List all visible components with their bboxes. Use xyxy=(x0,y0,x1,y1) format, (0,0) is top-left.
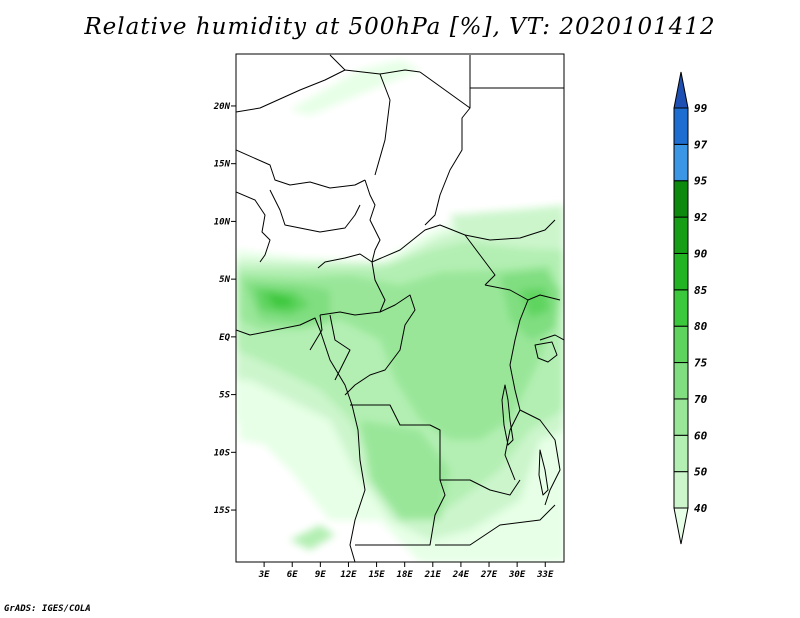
humidity-region-sw-blob xyxy=(290,525,335,550)
lake-tanganyika xyxy=(501,384,514,446)
lat-label: 10N xyxy=(214,217,231,227)
border-north-6 xyxy=(424,107,471,226)
border-south xyxy=(435,504,556,546)
colorbar-bin xyxy=(673,289,689,327)
colorbar-bin xyxy=(673,107,689,145)
lat-label: EQ xyxy=(219,333,230,343)
colorbar-bin xyxy=(673,216,689,254)
coast-west xyxy=(236,317,366,562)
lon-label: 18E xyxy=(397,570,414,580)
border-north-2 xyxy=(329,54,346,71)
border-west-1 xyxy=(236,149,366,189)
longitude-axis: 3E 6E 9E 12E 15E 18E 21E 24E 27E 30E 33E xyxy=(258,562,554,580)
lat-label: 5S xyxy=(219,391,230,401)
lat-label: 20N xyxy=(213,102,231,112)
colorbar-bin xyxy=(673,434,689,473)
colorbar-label: 97 xyxy=(694,138,708,151)
colorbar-bin xyxy=(673,398,689,436)
colorbar-label: 70 xyxy=(694,393,708,406)
lake-malawi xyxy=(538,449,549,496)
colorbar-label: 85 xyxy=(694,284,708,297)
border-uganda xyxy=(539,334,564,341)
colorbar-label: 50 xyxy=(694,466,708,479)
latitude-axis: 20N 15N 10N 5N EQ 5S 10S 15S xyxy=(213,102,236,516)
lake-victoria xyxy=(534,341,558,363)
border-drc-east xyxy=(504,299,529,481)
border-west-4 xyxy=(269,189,361,233)
humidity-region-south xyxy=(360,420,450,520)
humidity-region-85 xyxy=(265,292,295,308)
colorbar-bottom-arrow xyxy=(673,507,689,545)
lon-label: 6E xyxy=(287,570,298,580)
lon-label: 21E xyxy=(424,570,442,580)
border-west-2 xyxy=(364,179,381,263)
colorbar-bin xyxy=(673,362,689,400)
colorbar-bin xyxy=(673,471,689,509)
lon-label: 24E xyxy=(452,570,470,580)
colorbar-label: 92 xyxy=(694,211,708,224)
colorbar-label: 80 xyxy=(694,320,708,333)
border-car xyxy=(371,224,496,286)
border-zambia xyxy=(440,479,521,496)
lon-label: 33E xyxy=(536,570,554,580)
lon-label: 27E xyxy=(480,570,498,580)
country-borders xyxy=(236,54,564,562)
border-north-3 xyxy=(374,73,391,176)
lon-label: 3E xyxy=(258,570,270,580)
humidity-region-west-sea xyxy=(236,380,290,445)
border-congo-1 xyxy=(344,294,416,396)
humidity-region-nw-streak xyxy=(290,60,420,115)
map-frame xyxy=(235,53,565,563)
lat-label: 15N xyxy=(214,160,231,170)
border-sudan xyxy=(464,219,556,241)
colorbar-label: 75 xyxy=(694,357,708,370)
colorbar-label: 95 xyxy=(694,175,708,188)
humidity-field xyxy=(236,54,564,562)
lon-label: 15E xyxy=(368,570,385,580)
colorbar-label: 60 xyxy=(694,429,708,442)
colorbar-label: 99 xyxy=(694,102,708,115)
border-west-3 xyxy=(236,191,271,263)
map-title: Relative humidity at 500hPa [%], VT: 202… xyxy=(84,14,716,40)
humidity-region-ne xyxy=(450,205,564,250)
border-tanzania xyxy=(519,409,561,506)
border-north-1 xyxy=(236,69,421,113)
grads-credit: GrADS: IGES/COLA xyxy=(4,604,91,614)
colorbar: 40 50 60 70 75 80 85 90 92 95 97 99 xyxy=(673,71,708,545)
colorbar-bin xyxy=(673,252,689,291)
border-angola xyxy=(350,404,446,546)
colorbar-label: 40 xyxy=(694,502,708,515)
colorbar-label: 90 xyxy=(694,247,708,260)
colorbar-bin xyxy=(673,325,689,364)
border-west-5 xyxy=(317,253,373,269)
border-gabon xyxy=(309,314,323,351)
lon-label: 12E xyxy=(340,570,357,580)
colorbar-top-arrow xyxy=(673,71,689,109)
lon-label: 9E xyxy=(315,570,326,580)
colorbar-bin xyxy=(673,143,689,182)
lat-label: 15S xyxy=(214,506,231,516)
lat-label: 5N xyxy=(219,275,230,285)
colorbar-bin xyxy=(673,180,689,218)
lat-label: 10S xyxy=(214,448,231,458)
lon-label: 30E xyxy=(508,570,526,580)
